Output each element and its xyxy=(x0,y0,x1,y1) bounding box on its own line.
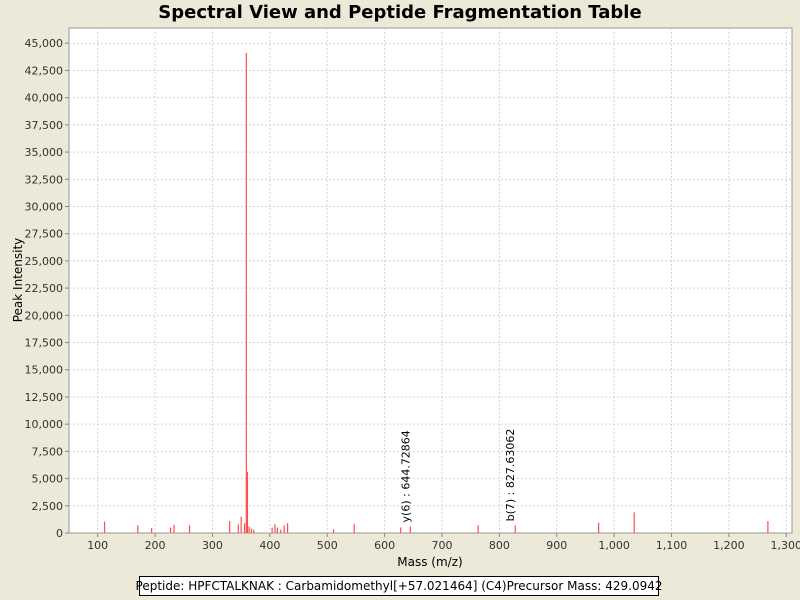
x-tick-label: 700 xyxy=(431,539,452,552)
y-tick-label: 45,000 xyxy=(25,37,64,50)
y-tick-label: 2,500 xyxy=(32,500,64,513)
x-tick-label: 900 xyxy=(546,539,567,552)
y-tick-label: 32,500 xyxy=(25,173,64,186)
y-tick-label: 10,000 xyxy=(25,418,64,431)
y-tick-label: 15,000 xyxy=(25,364,64,377)
x-tick-label: 400 xyxy=(259,539,280,552)
grid-layer xyxy=(69,28,792,533)
x-tick-label: 300 xyxy=(202,539,223,552)
peak-annotation: b(7) : 827.63062 xyxy=(504,429,517,522)
y-tick-label: 42,500 xyxy=(25,64,64,77)
y-tick-label: 35,000 xyxy=(25,146,64,159)
y-tick-label: 0 xyxy=(56,527,63,540)
plot-area xyxy=(68,27,793,534)
x-tick-label: 200 xyxy=(145,539,166,552)
x-tick-label: 1,100 xyxy=(656,539,688,552)
x-tick-label: 800 xyxy=(489,539,510,552)
y-tick-label: 12,500 xyxy=(25,391,64,404)
axis-layer: 0 2,500 5,000 7,500 10,000 12,500 15,000 17,500… xyxy=(25,37,800,552)
x-tick-label: 1,300 xyxy=(771,539,800,552)
y-tick-label: 7,500 xyxy=(32,445,64,458)
precursor-mass-text: Precursor Mass: 429.0942 xyxy=(506,579,663,593)
peak-layer xyxy=(103,53,769,533)
y-tick-label: 20,000 xyxy=(25,309,64,322)
y-tick-label: 22,500 xyxy=(25,282,64,295)
x-tick-label: 1,000 xyxy=(598,539,630,552)
x-tick-label: 1,200 xyxy=(713,539,745,552)
y-tick-label: 30,000 xyxy=(25,200,64,213)
peak-annotation: y(6) : 644.72864 xyxy=(399,430,412,522)
x-tick-label: 600 xyxy=(374,539,395,552)
peptide-text: Peptide: HPFCTALKNAK : Carbamidomethyl[+… xyxy=(135,579,507,593)
x-axis-label: Mass (m/z) xyxy=(397,555,462,569)
y-tick-label: 40,000 xyxy=(25,92,64,105)
x-tick-label: 100 xyxy=(87,539,108,552)
y-tick-label: 37,500 xyxy=(25,119,64,132)
x-tick-label: 500 xyxy=(317,539,338,552)
y-tick-label: 5,000 xyxy=(32,473,64,486)
y-tick-label: 27,500 xyxy=(25,228,64,241)
annotation-layer: y(6) : 644.72864 b(7) : 827.63062 xyxy=(399,429,517,523)
chart-title: Spectral View and Peptide Fragmentation … xyxy=(158,2,642,23)
y-axis-label: Peak Intensity xyxy=(11,238,25,323)
peptide-info-box: Peptide: HPFCTALKNAK : Carbamidomethyl[+… xyxy=(135,576,662,596)
y-tick-label: 17,500 xyxy=(25,337,64,350)
y-tick-label: 25,000 xyxy=(25,255,64,268)
